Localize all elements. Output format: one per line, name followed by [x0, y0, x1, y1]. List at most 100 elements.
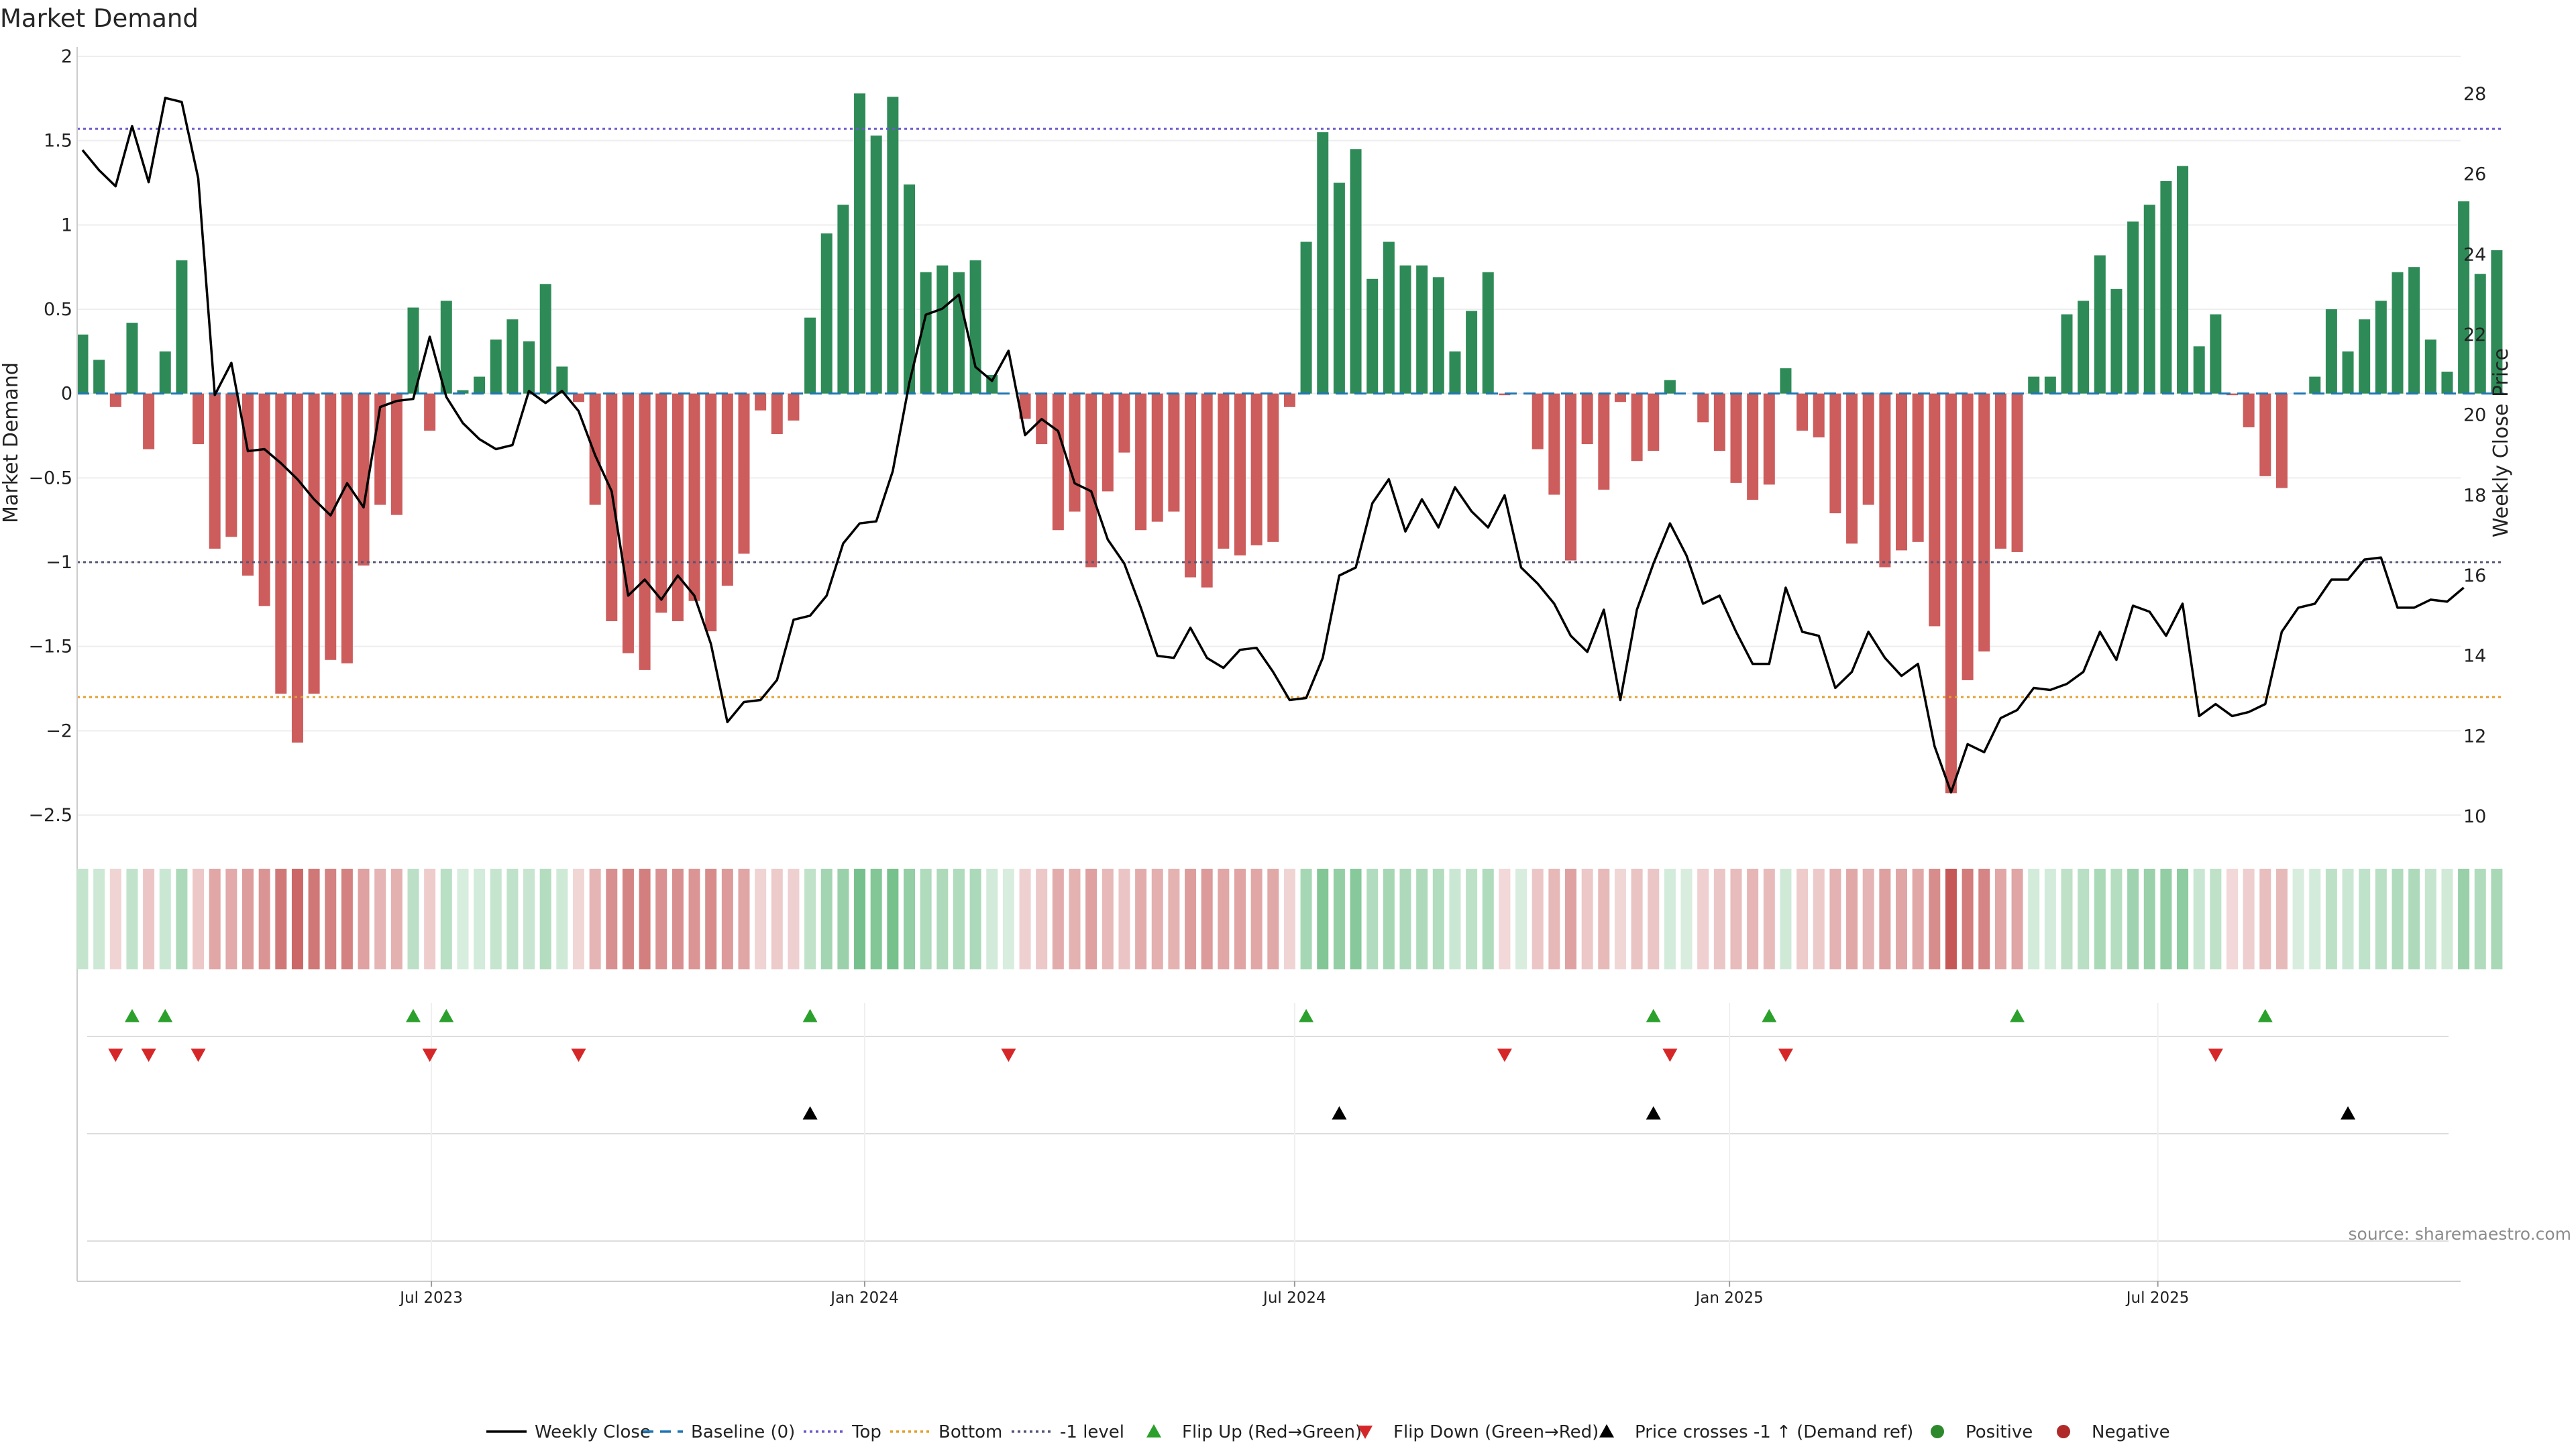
negative-demand-bar: [308, 393, 320, 694]
negative-demand-bar: [2011, 393, 2023, 552]
legend-swatch-tri-up-green: [1146, 1424, 1161, 1438]
negative-demand-bar: [242, 393, 254, 576]
heat-cell: [755, 869, 767, 969]
legend-label: Positive: [1966, 1422, 2033, 1442]
heat-cell: [2359, 869, 2371, 969]
positive-demand-bar: [1664, 380, 1676, 394]
positive-demand-bar: [1300, 241, 1312, 394]
x-tick-label: Jul 2025: [2125, 1289, 2190, 1307]
heat-cell: [1532, 869, 1544, 969]
heat-cell: [2325, 869, 2337, 969]
positive-demand-bar: [2177, 166, 2189, 394]
positive-demand-bar: [920, 272, 932, 394]
positive-demand-bar: [820, 233, 833, 394]
positive-demand-bar: [854, 93, 866, 394]
positive-demand-bar: [2392, 272, 2404, 394]
negative-demand-bar: [1499, 393, 1511, 396]
negative-demand-bar: [589, 393, 601, 505]
heat-cell: [1168, 869, 1180, 969]
negative-demand-bar: [1730, 393, 1742, 483]
negative-demand-bar: [1962, 393, 1974, 680]
flip-up-marker: [1299, 1009, 1314, 1022]
flip-down-marker: [141, 1049, 156, 1062]
positive-demand-bar: [1350, 149, 1362, 394]
heat-cell: [1565, 869, 1576, 969]
heat-cell: [1151, 869, 1163, 969]
heat-cell: [1912, 869, 1924, 969]
negative-demand-bar: [1267, 393, 1279, 542]
heat-cell: [390, 869, 402, 969]
heat-cell: [1747, 869, 1759, 969]
heat-cell: [1482, 869, 1494, 969]
negative-demand-bar: [109, 393, 121, 407]
positive-demand-bar: [474, 376, 486, 394]
heat-cell: [2309, 869, 2321, 969]
heat-cell: [258, 869, 270, 969]
heat-cell: [1813, 869, 1825, 969]
negative-demand-bar: [193, 393, 205, 445]
heat-cell: [2243, 869, 2255, 969]
legend-swatch-dot-green: [1931, 1425, 1944, 1438]
date-axis: Jul 2023 Jan 2024 Jul 2024 Jan 2025 Jul 2025: [77, 1281, 2461, 1307]
heat-cell: [1581, 869, 1593, 969]
y-tick-label: 2: [61, 46, 72, 67]
heat-cell: [76, 869, 89, 969]
heat-cell: [606, 869, 618, 969]
heat-cell: [1135, 869, 1147, 969]
negative-demand-bar: [1763, 393, 1775, 485]
heat-cell: [474, 869, 486, 969]
negative-demand-bar: [688, 393, 700, 601]
negative-demand-bar: [2226, 393, 2238, 396]
positive-demand-bar: [1780, 368, 1792, 394]
negative-demand-bar: [1879, 393, 1891, 568]
negative-demand-bar: [225, 393, 237, 537]
positive-demand-bar: [2408, 267, 2420, 394]
heat-cell: [1185, 869, 1197, 969]
heat-cell: [209, 869, 221, 969]
negative-demand-bar: [705, 393, 717, 632]
heat-cell: [176, 869, 188, 969]
heat-cell: [193, 869, 205, 969]
negative-demand-bar: [1994, 393, 2006, 549]
heat-cell: [2078, 869, 2090, 969]
heat-cell: [986, 869, 998, 969]
heat-cell: [1416, 869, 1428, 969]
heat-cell: [2275, 869, 2288, 969]
heat-cell: [721, 869, 733, 969]
positive-demand-bar: [2458, 201, 2470, 394]
heat-cell: [2424, 869, 2436, 969]
price-cross-marker: [1646, 1106, 1661, 1120]
negative-demand-bar: [1019, 393, 1031, 419]
heat-cell: [341, 869, 353, 969]
heat-cell: [275, 869, 287, 969]
heat-cell: [1283, 869, 1295, 969]
heat-cell: [804, 869, 816, 969]
positive-demand-bar: [126, 323, 138, 394]
negative-demand-bar: [1565, 393, 1576, 561]
heat-cell: [2061, 869, 2073, 969]
negative-demand-bar: [755, 393, 767, 411]
negative-demand-bar: [2259, 393, 2271, 476]
negative-demand-bar: [573, 393, 584, 402]
heat-cell: [308, 869, 320, 969]
heat-cell: [2094, 869, 2106, 969]
positive-demand-bar: [1383, 241, 1395, 394]
heat-cell: [738, 869, 750, 969]
heat-cell: [2028, 869, 2040, 969]
heat-cell: [1102, 869, 1114, 969]
positive-demand-bar: [1466, 311, 1478, 394]
negative-demand-bar: [1813, 393, 1825, 438]
x-tick-label: Jul 2024: [1262, 1289, 1326, 1307]
flip-up-marker: [2010, 1009, 2025, 1022]
legend-swatch-dot-red: [2057, 1425, 2070, 1438]
negative-demand-bar: [1862, 393, 1874, 505]
positive-demand-bar: [2210, 314, 2222, 394]
negative-demand-bar: [1713, 393, 1725, 451]
heat-cell: [1366, 869, 1379, 969]
positive-demand-bar: [93, 360, 105, 394]
y2-tick-label: 28: [2463, 84, 2486, 105]
price-cross-marker: [1332, 1106, 1347, 1120]
heat-cell: [2210, 869, 2222, 969]
y-tick-label: −2: [46, 720, 72, 741]
